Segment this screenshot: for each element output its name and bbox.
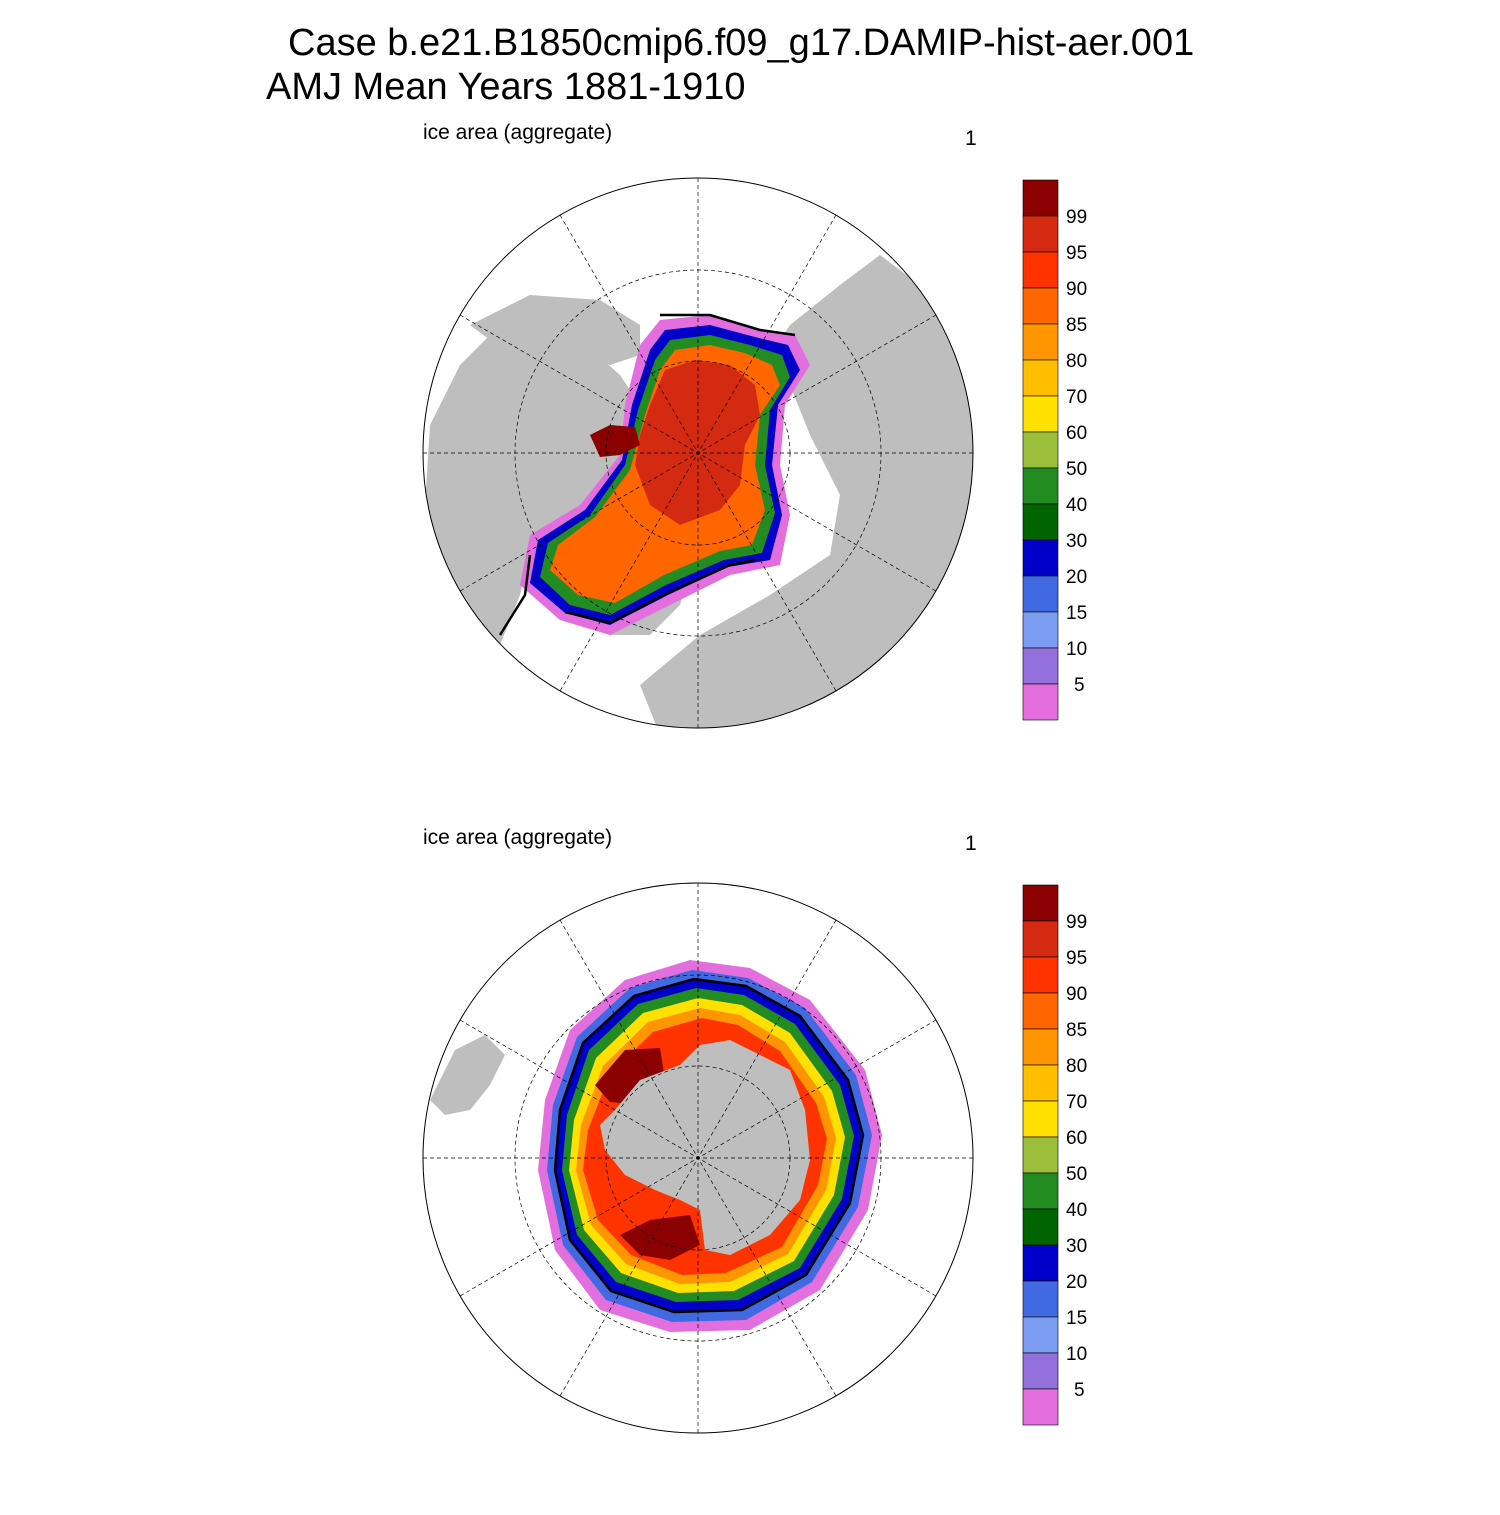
colorbar-tick-label: 90 xyxy=(1066,984,1087,1005)
panel-right-label: 1 xyxy=(965,832,977,855)
land-south-america-tip xyxy=(430,1035,505,1115)
colorbar-swatch xyxy=(1022,503,1059,541)
figure-title-line1: Case b.e21.B1850cmip6.f09_g17.DAMIP-hist… xyxy=(288,22,1195,64)
panel-left-label: ice area (aggregate) xyxy=(423,121,613,144)
colorbar-tick-label: 99 xyxy=(1066,912,1087,933)
colorbar-swatch xyxy=(1022,683,1059,721)
colorbar-swatch xyxy=(1022,251,1059,289)
colorbar-tick-label: 10 xyxy=(1066,639,1087,660)
colorbar-swatch xyxy=(1022,539,1059,577)
colorbar-swatch xyxy=(1022,359,1059,397)
colorbar-swatch xyxy=(1022,575,1059,613)
colorbar-tick-label: 95 xyxy=(1066,243,1087,264)
colorbar-tick-label: 80 xyxy=(1066,351,1087,372)
colorbar-tick-label: 60 xyxy=(1066,1128,1087,1149)
panel-southern-hemisphere: ice area (aggregate) 1 xyxy=(0,815,1500,1515)
colorbar-swatch xyxy=(1022,884,1059,922)
colorbar-swatch xyxy=(1022,1172,1059,1210)
ice-edge-contour xyxy=(498,313,796,636)
land-antarctica xyxy=(600,1040,810,1255)
colorbar-swatch xyxy=(1022,1028,1059,1066)
colorbar-tick-label: 20 xyxy=(1066,567,1087,588)
panel-left-label: ice area (aggregate) xyxy=(423,826,613,849)
colorbar-tick-label: 10 xyxy=(1066,1344,1087,1365)
colorbar-tick-label: 90 xyxy=(1066,279,1087,300)
ice-band-99 xyxy=(590,425,640,457)
colorbar-tick-label: 15 xyxy=(1066,1308,1087,1329)
figure-title-line2: AMJ Mean Years 1881-1910 xyxy=(266,66,746,108)
antarctic-polar-map xyxy=(422,882,974,1434)
colorbar-swatch xyxy=(1022,1064,1059,1102)
colorbar-swatch xyxy=(1022,956,1059,994)
colorbar-swatch xyxy=(1022,611,1059,649)
colorbar-swatch xyxy=(1022,1388,1059,1426)
map-boundary xyxy=(422,177,974,729)
ice-band-99-weddell xyxy=(620,1215,700,1260)
colorbar-swatch xyxy=(1022,1280,1059,1318)
ice-band-95 xyxy=(635,360,760,525)
colorbar-swatch xyxy=(1022,1100,1059,1138)
graticule xyxy=(423,883,973,1433)
land-eurasia xyxy=(640,255,973,728)
colorbar-tick-label: 30 xyxy=(1066,531,1087,552)
panel-right-label: 1 xyxy=(965,127,977,150)
colorbar-tick-label: 20 xyxy=(1066,1272,1087,1293)
colorbar-swatch xyxy=(1022,287,1059,325)
colorbar-swatch xyxy=(1022,920,1059,958)
colorbar-tick-label: 5 xyxy=(1074,1380,1085,1401)
colorbar-tick-label: 70 xyxy=(1066,1092,1087,1113)
colorbar-swatch xyxy=(1022,395,1059,433)
colorbar: 99 95 90 85 80 70 60 50 40 30 20 15 10 5 xyxy=(1022,884,1087,1426)
colorbar-swatch xyxy=(1022,1316,1059,1354)
colorbar-tick-label: 85 xyxy=(1066,315,1087,336)
graticule xyxy=(423,178,973,728)
colorbar-tick-label: 5 xyxy=(1074,675,1085,696)
colorbar-tick-label: 80 xyxy=(1066,1056,1087,1077)
colorbar-swatch xyxy=(1022,431,1059,469)
colorbar-tick-label: 95 xyxy=(1066,948,1087,969)
colorbar-swatch xyxy=(1022,179,1059,217)
colorbar-tick-label: 15 xyxy=(1066,603,1087,624)
colorbar-swatch xyxy=(1022,323,1059,361)
colorbar-swatch xyxy=(1022,1208,1059,1246)
colorbar-swatch xyxy=(1022,992,1059,1030)
colorbar-tick-label: 50 xyxy=(1066,459,1087,480)
colorbar-swatch xyxy=(1022,1244,1059,1282)
colorbar-tick-label: 99 xyxy=(1066,207,1087,228)
colorbar-tick-label: 30 xyxy=(1066,1236,1087,1257)
land-north-america xyxy=(425,315,660,645)
colorbar-swatch xyxy=(1022,1352,1059,1390)
colorbar-tick-label: 60 xyxy=(1066,423,1087,444)
panel-northern-hemisphere: ice area (aggregate) 1 xyxy=(0,110,1500,810)
colorbar-tick-label: 85 xyxy=(1066,1020,1087,1041)
land-alaska xyxy=(470,295,640,365)
colorbar: 99 95 90 85 80 70 60 50 40 30 20 15 10 5 xyxy=(1022,179,1087,721)
colorbar-tick-label: 40 xyxy=(1066,1200,1087,1221)
colorbar-swatch xyxy=(1022,467,1059,505)
arctic-polar-map xyxy=(422,177,974,729)
colorbar-swatch xyxy=(1022,647,1059,685)
colorbar-tick-label: 70 xyxy=(1066,387,1087,408)
colorbar-tick-label: 50 xyxy=(1066,1164,1087,1185)
ice-edge-contour xyxy=(553,977,865,1314)
colorbar-swatch xyxy=(1022,1136,1059,1174)
colorbar-swatch xyxy=(1022,215,1059,253)
colorbar-tick-label: 40 xyxy=(1066,495,1087,516)
map-boundary xyxy=(422,882,974,1434)
